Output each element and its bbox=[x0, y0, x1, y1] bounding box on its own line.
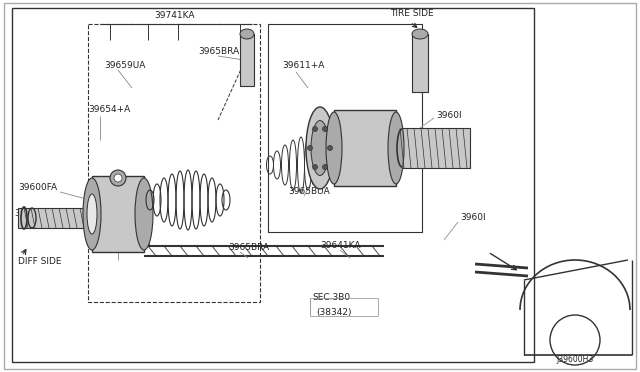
Text: 39600FA: 39600FA bbox=[18, 183, 57, 192]
Bar bbox=[18, 208, 90, 228]
Text: 39634+A: 39634+A bbox=[342, 160, 384, 169]
Text: 39752XA: 39752XA bbox=[14, 209, 55, 218]
Circle shape bbox=[323, 126, 328, 131]
Ellipse shape bbox=[135, 178, 153, 250]
Ellipse shape bbox=[87, 194, 97, 234]
Bar bbox=[92, 176, 144, 252]
Bar bbox=[240, 34, 254, 86]
Text: 39659UA: 39659UA bbox=[104, 61, 145, 70]
Circle shape bbox=[312, 164, 317, 170]
Text: 3960l: 3960l bbox=[436, 112, 461, 121]
Ellipse shape bbox=[412, 29, 428, 39]
Text: 3965BRA: 3965BRA bbox=[198, 48, 239, 57]
Text: 39626+A: 39626+A bbox=[108, 240, 150, 248]
Text: J39600H3: J39600H3 bbox=[556, 356, 593, 365]
Ellipse shape bbox=[306, 107, 334, 189]
Ellipse shape bbox=[240, 29, 254, 39]
Bar bbox=[12, 8, 534, 362]
Text: 3960l: 3960l bbox=[460, 214, 486, 222]
Text: 39611+A: 39611+A bbox=[282, 61, 324, 71]
Circle shape bbox=[307, 145, 312, 151]
Ellipse shape bbox=[311, 121, 329, 176]
Bar bbox=[412, 34, 428, 92]
Text: 39741KA: 39741KA bbox=[155, 12, 195, 20]
Circle shape bbox=[328, 145, 333, 151]
Bar bbox=[268, 24, 422, 232]
Text: SEC.3B0: SEC.3B0 bbox=[312, 294, 350, 302]
Bar bbox=[396, 128, 470, 168]
Text: 39641KA: 39641KA bbox=[320, 241, 360, 250]
Bar bbox=[334, 110, 396, 186]
Text: 3965BRA: 3965BRA bbox=[228, 244, 269, 253]
Text: DIFF SIDE: DIFF SIDE bbox=[18, 257, 61, 266]
Text: (38342): (38342) bbox=[316, 308, 351, 317]
Text: 3965BUA: 3965BUA bbox=[288, 187, 330, 196]
Bar bbox=[88, 24, 260, 302]
Text: TIRE SIDE: TIRE SIDE bbox=[390, 10, 434, 19]
Text: 39654+A: 39654+A bbox=[88, 106, 131, 115]
Circle shape bbox=[114, 174, 122, 182]
Circle shape bbox=[323, 164, 328, 170]
Ellipse shape bbox=[388, 112, 404, 184]
Ellipse shape bbox=[83, 178, 101, 250]
Ellipse shape bbox=[326, 112, 342, 184]
Circle shape bbox=[110, 170, 126, 186]
Circle shape bbox=[312, 126, 317, 131]
